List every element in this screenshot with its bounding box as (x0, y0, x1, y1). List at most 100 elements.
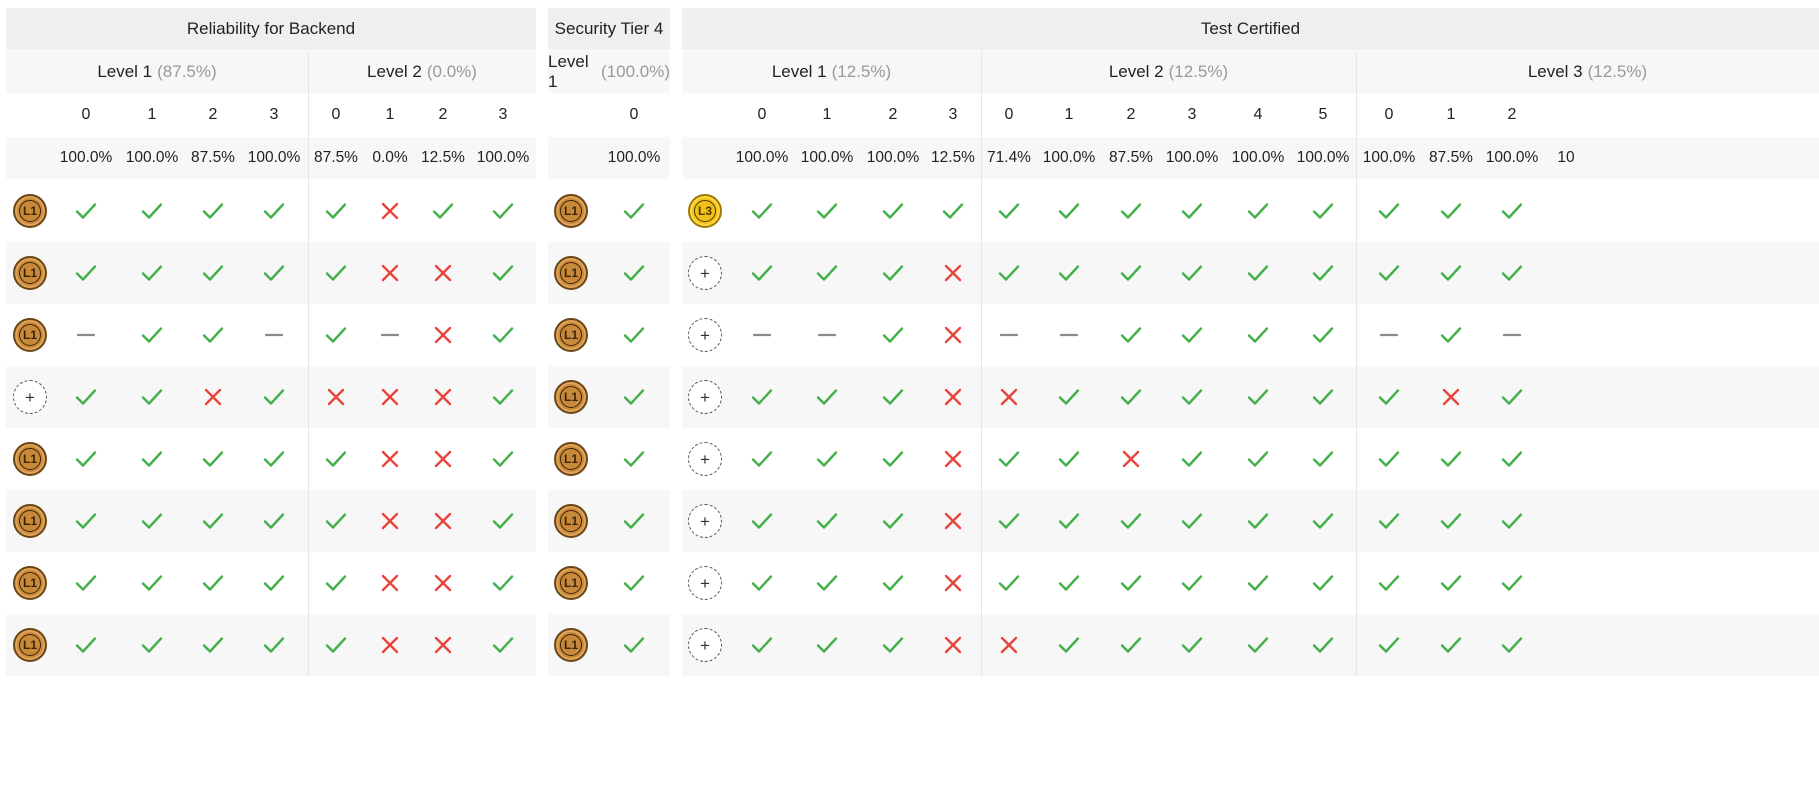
check-icon[interactable] (1427, 614, 1475, 676)
column-number[interactable]: 0 (1004, 106, 1014, 123)
cross-icon[interactable] (366, 428, 414, 490)
column-number[interactable]: 3 (498, 106, 508, 123)
check-icon[interactable] (610, 304, 658, 366)
check-icon[interactable] (738, 242, 786, 304)
check-icon[interactable] (250, 428, 298, 490)
check-icon[interactable] (250, 242, 298, 304)
row-level-badge[interactable]: L1 (6, 242, 54, 304)
check-icon[interactable] (1299, 552, 1347, 614)
check-icon[interactable] (1107, 180, 1155, 242)
row-level-badge[interactable]: L1 (6, 180, 54, 242)
level-1-badge-icon[interactable]: L1 (13, 504, 47, 538)
check-icon[interactable] (250, 180, 298, 242)
cross-icon[interactable] (419, 490, 467, 552)
check-icon[interactable] (1107, 552, 1155, 614)
check-icon[interactable] (985, 242, 1033, 304)
check-icon[interactable] (312, 304, 360, 366)
check-icon[interactable] (250, 614, 298, 676)
check-icon[interactable] (312, 428, 360, 490)
check-icon[interactable] (189, 242, 237, 304)
check-icon[interactable] (1107, 490, 1155, 552)
column-number[interactable]: 1 (822, 106, 832, 123)
check-icon[interactable] (1299, 304, 1347, 366)
dash-icon[interactable] (803, 304, 851, 366)
row-level-badge[interactable]: + (681, 490, 729, 552)
level-header[interactable]: Level 2 (0.0%) (308, 51, 536, 93)
check-icon[interactable] (738, 614, 786, 676)
check-icon[interactable] (1234, 242, 1282, 304)
check-icon[interactable] (1045, 428, 1093, 490)
cross-icon[interactable] (419, 552, 467, 614)
check-icon[interactable] (610, 428, 658, 490)
check-icon[interactable] (803, 552, 851, 614)
level-1-badge-icon[interactable]: L1 (13, 194, 47, 228)
check-icon[interactable] (1168, 242, 1216, 304)
check-icon[interactable] (985, 552, 1033, 614)
check-icon[interactable] (803, 366, 851, 428)
check-icon[interactable] (803, 490, 851, 552)
add-level-badge-icon[interactable]: + (688, 628, 722, 662)
check-icon[interactable] (738, 366, 786, 428)
check-icon[interactable] (1299, 180, 1347, 242)
cross-icon[interactable] (1107, 428, 1155, 490)
check-icon[interactable] (1234, 304, 1282, 366)
level-1-badge-icon[interactable]: L1 (554, 256, 588, 290)
check-icon[interactable] (1365, 614, 1413, 676)
check-icon[interactable] (1427, 490, 1475, 552)
cross-icon[interactable] (312, 366, 360, 428)
check-icon[interactable] (1488, 614, 1536, 676)
dash-icon[interactable] (250, 304, 298, 366)
check-icon[interactable] (312, 490, 360, 552)
check-icon[interactable] (610, 614, 658, 676)
cross-icon[interactable] (366, 180, 414, 242)
check-icon[interactable] (1168, 180, 1216, 242)
column-number[interactable]: 2 (438, 106, 448, 123)
check-icon[interactable] (1488, 180, 1536, 242)
level-1-badge-icon[interactable]: L1 (554, 566, 588, 600)
check-icon[interactable] (479, 366, 527, 428)
row-level-badge[interactable]: L1 (547, 366, 595, 428)
check-icon[interactable] (1234, 614, 1282, 676)
group-header[interactable]: Test Certified (682, 8, 1819, 50)
check-icon[interactable] (1168, 490, 1216, 552)
check-icon[interactable] (479, 180, 527, 242)
check-icon[interactable] (1299, 614, 1347, 676)
check-icon[interactable] (610, 552, 658, 614)
cross-icon[interactable] (985, 366, 1033, 428)
cross-icon[interactable] (929, 428, 977, 490)
check-icon[interactable] (189, 552, 237, 614)
cross-icon[interactable] (366, 552, 414, 614)
check-icon[interactable] (250, 490, 298, 552)
check-icon[interactable] (62, 490, 110, 552)
check-icon[interactable] (1045, 366, 1093, 428)
column-number[interactable]: 2 (1126, 106, 1136, 123)
level-1-badge-icon[interactable]: L1 (13, 566, 47, 600)
check-icon[interactable] (62, 242, 110, 304)
column-number[interactable]: 1 (147, 106, 157, 123)
check-icon[interactable] (610, 366, 658, 428)
check-icon[interactable] (1299, 428, 1347, 490)
check-icon[interactable] (312, 614, 360, 676)
check-icon[interactable] (1427, 180, 1475, 242)
dash-icon[interactable] (985, 304, 1033, 366)
check-icon[interactable] (803, 614, 851, 676)
column-number[interactable] (1535, 94, 1597, 136)
add-level-badge-icon[interactable]: + (688, 380, 722, 414)
add-level-badge-icon[interactable]: + (13, 380, 47, 414)
check-icon[interactable] (869, 614, 917, 676)
level-1-badge-icon[interactable]: L1 (554, 318, 588, 352)
check-icon[interactable] (1365, 242, 1413, 304)
level-1-badge-icon[interactable]: L1 (13, 628, 47, 662)
row-level-badge[interactable]: L1 (547, 614, 595, 676)
check-icon[interactable] (312, 180, 360, 242)
check-icon[interactable] (869, 304, 917, 366)
level-header[interactable]: Level 1 (12.5%) (682, 51, 981, 93)
check-icon[interactable] (1488, 242, 1536, 304)
column-number[interactable]: 0 (331, 106, 341, 123)
row-level-badge[interactable]: + (681, 366, 729, 428)
check-icon[interactable] (1427, 428, 1475, 490)
check-icon[interactable] (189, 614, 237, 676)
check-icon[interactable] (250, 552, 298, 614)
check-icon[interactable] (1299, 366, 1347, 428)
check-icon[interactable] (1427, 304, 1475, 366)
